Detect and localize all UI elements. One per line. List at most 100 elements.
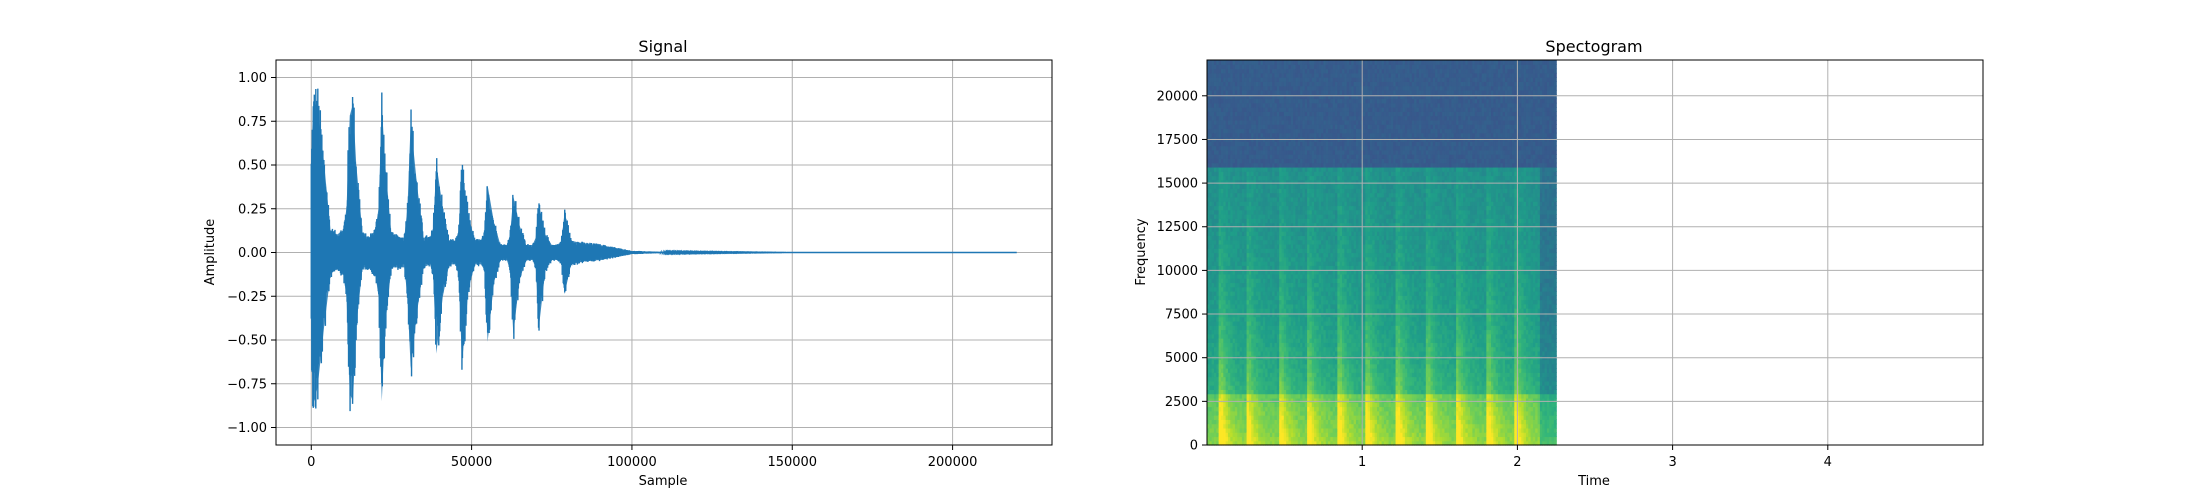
spectrogram-cell xyxy=(1237,149,1241,155)
spectrogram-cell xyxy=(1283,440,1287,446)
spectrogram-cell xyxy=(1211,308,1215,313)
spectrogram-cell xyxy=(1239,372,1243,378)
spectrogram-cell xyxy=(1246,77,1250,82)
spectrogram-cell xyxy=(1253,286,1257,292)
spectrogram-cell xyxy=(1281,60,1285,65)
spectrogram-cell xyxy=(1265,380,1269,386)
spectrogram-cell xyxy=(1260,350,1264,356)
spectrogram-cell xyxy=(1207,98,1210,104)
spectrogram-cell xyxy=(1267,239,1271,245)
spectrogram-cell xyxy=(1211,372,1215,378)
spectrogram-cell xyxy=(1223,265,1227,271)
spectrogram-cell xyxy=(1241,201,1245,207)
spectrogram-cell xyxy=(1230,376,1234,382)
spectrogram-cell xyxy=(1218,359,1222,365)
spectrogram-cell xyxy=(1269,261,1273,266)
spectrogram-cell xyxy=(1255,239,1259,245)
spectrogram-cell xyxy=(1279,85,1283,91)
spectrogram-cell xyxy=(1290,166,1294,172)
spectrogram-cell xyxy=(1223,436,1227,442)
spectrogram-cell xyxy=(1218,141,1222,147)
spectrogram-cell xyxy=(1283,261,1287,266)
spectrogram-cell xyxy=(1297,419,1301,425)
spectrogram-cell xyxy=(1279,196,1283,202)
spectrogram-cell xyxy=(1246,308,1250,313)
spectrogram-cell xyxy=(1286,145,1290,151)
spectrogram-cell xyxy=(1213,162,1217,168)
spectrogram-cell xyxy=(1276,94,1280,100)
spectrogram-cell xyxy=(1274,269,1278,275)
spectrogram-cell xyxy=(1260,291,1264,296)
spectrogram-cell xyxy=(1232,273,1236,279)
spectrogram-cell xyxy=(1237,419,1241,425)
spectrogram-cell xyxy=(1232,222,1236,228)
spectrogram-cell xyxy=(1260,393,1264,399)
spectrogram-cell xyxy=(1300,98,1304,104)
spectrogram-cell xyxy=(1272,154,1276,159)
spectrogram-cell xyxy=(1232,372,1236,378)
spectrogram-cell xyxy=(1211,98,1215,104)
spectrogram-cell xyxy=(1272,102,1276,108)
spectrogram-cell xyxy=(1246,111,1250,117)
spectrogram-cell xyxy=(1246,359,1250,365)
spectrogram-cell xyxy=(1290,231,1294,236)
spectrogram-cell xyxy=(1265,222,1269,228)
spectrogram-cell xyxy=(1297,85,1301,91)
spectrogram-cell xyxy=(1255,85,1259,91)
spectrogram-cell xyxy=(1258,196,1262,202)
spectrogram-cell xyxy=(1218,286,1222,292)
spectrogram-cell xyxy=(1272,111,1276,117)
spectrogram-cell xyxy=(1274,94,1278,100)
spectrogram-cell xyxy=(1297,89,1301,95)
spectrogram-cell xyxy=(1290,85,1294,91)
spectrogram-cell xyxy=(1244,231,1248,236)
spectrogram-cell xyxy=(1251,380,1255,386)
spectrogram-cell xyxy=(1269,72,1273,78)
spectrogram-cell xyxy=(1234,303,1238,309)
spectrogram-cell xyxy=(1223,410,1227,416)
spectrogram-cell xyxy=(1276,192,1280,198)
spectrogram-cell xyxy=(1274,261,1278,266)
spectrogram-cell xyxy=(1267,312,1271,318)
spectrogram-cell xyxy=(1225,252,1229,258)
spectrogram-cell xyxy=(1241,368,1245,373)
spectrogram-cell xyxy=(1293,261,1297,266)
spectrogram-cell xyxy=(1251,432,1255,438)
spectrogram-cell xyxy=(1239,209,1243,215)
spectrogram-cell xyxy=(1265,175,1269,181)
spectrogram-cell xyxy=(1265,98,1269,104)
spectrogram-cell xyxy=(1237,214,1241,219)
spectrogram-cell xyxy=(1302,111,1306,117)
spectrogram-cell xyxy=(1265,162,1269,168)
spectrogram-cell xyxy=(1265,141,1269,147)
spectrogram-cell xyxy=(1220,440,1224,446)
spectrogram-cell xyxy=(1207,295,1210,301)
spectrogram-cell xyxy=(1251,372,1255,378)
spectrogram-cell xyxy=(1237,325,1241,331)
spectrogram-cell xyxy=(1286,338,1290,343)
spectrogram-cell xyxy=(1262,363,1266,369)
spectrogram-cell xyxy=(1209,303,1213,309)
spectrogram-cell xyxy=(1295,205,1299,211)
spectrogram-cell xyxy=(1246,436,1250,442)
spectrogram-cell xyxy=(1244,346,1248,352)
spectrogram-cell xyxy=(1297,64,1301,70)
spectrogram-cell xyxy=(1248,60,1252,65)
spectrogram-cell xyxy=(1297,132,1301,138)
spectrogram-cell xyxy=(1227,145,1231,151)
spectrogram-cell xyxy=(1279,363,1283,369)
spectrogram-cell xyxy=(1207,132,1210,138)
spectrogram-cell xyxy=(1272,248,1276,254)
spectrogram-cell xyxy=(1302,132,1306,138)
spectrogram-cell xyxy=(1239,188,1243,194)
spectrogram-cell xyxy=(1216,107,1220,112)
spectrogram-cell xyxy=(1281,346,1285,352)
spectrogram-cell xyxy=(1246,239,1250,245)
spectrogram-cell xyxy=(1209,282,1213,288)
spectrogram-cell xyxy=(1302,312,1306,318)
spectrogram-cell xyxy=(1295,72,1299,78)
spectrogram-cell xyxy=(1260,410,1264,416)
spectrogram-cell xyxy=(1251,346,1255,352)
spectrogram-cell xyxy=(1223,107,1227,112)
spectrogram-cell xyxy=(1260,205,1264,211)
